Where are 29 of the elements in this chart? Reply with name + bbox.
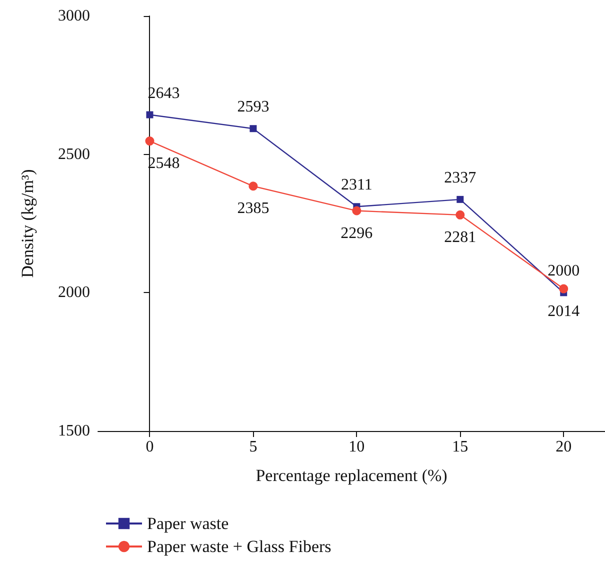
y-tick-label: 2500 — [58, 146, 90, 163]
x-tick-label: 20 — [556, 438, 572, 456]
data-label: 2000 — [548, 262, 580, 280]
x-tick-label: 15 — [452, 438, 468, 456]
data-label: 2014 — [548, 302, 580, 320]
point — [559, 284, 568, 294]
data-label: 2281 — [444, 228, 476, 246]
x-axis-title: Percentage replacement (%) — [256, 466, 448, 485]
x-tick-label: 0 — [146, 438, 154, 456]
data-label: 2385 — [237, 200, 270, 218]
y-tick-label: 3000 — [58, 8, 90, 24]
point — [145, 136, 154, 146]
point — [250, 125, 257, 132]
data-label: 2296 — [340, 224, 373, 242]
data-label: 2311 — [340, 176, 372, 194]
x-tick-label: 5 — [249, 438, 258, 456]
legend-label: Paper waste + Glass Fibers — [147, 537, 332, 556]
y-tick-label: 1500 — [58, 422, 90, 440]
x-tick-label: 10 — [348, 438, 365, 456]
point — [456, 196, 464, 203]
point — [248, 182, 258, 191]
y-tick-label: 2000 — [58, 284, 90, 302]
point — [146, 111, 154, 118]
point — [352, 206, 362, 216]
point — [456, 210, 465, 220]
data-label: 2593 — [237, 98, 270, 116]
y-axis-title: Density (kg/m³) — [18, 169, 37, 278]
data-label: 2337 — [444, 169, 476, 186]
legend-label: Paper waste — [147, 514, 229, 533]
